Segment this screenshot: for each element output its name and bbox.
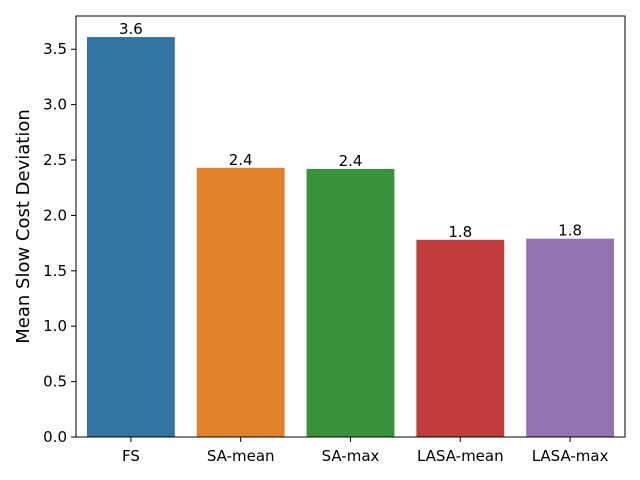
x-tick-label-sa-max: SA-max [322,447,380,465]
x-axis: FS SA-mean SA-max LASA-mean LASA-max [122,437,609,465]
bar-fs [86,37,175,438]
y-axis-title: Mean Slow Cost Deviation [13,109,34,343]
y-tick-label: 0.5 [43,373,67,391]
x-tick-label-lasa-max: LASA-max [532,447,609,465]
bar-sa-mean [196,167,285,437]
y-tick-label: 1.0 [43,317,67,335]
y-tick-label: 3.0 [43,96,67,114]
y-tick-label: 0.0 [43,428,67,446]
data-label-sa-mean: 2.4 [229,151,253,169]
y-tick-label: 2.0 [43,206,67,224]
bar-lasa-mean [416,239,505,437]
x-tick-label-sa-mean: SA-mean [207,447,275,465]
y-tick-label: 1.5 [43,262,67,280]
plot-frame [75,15,626,438]
data-label-lasa-mean: 1.8 [448,223,472,241]
data-label-fs: 3.6 [119,20,143,38]
y-axis: 0.0 0.5 1.0 1.5 2.0 2.5 3.0 3.5 [43,40,76,446]
bar-sa-max [306,168,395,438]
data-labels-group: 3.6 2.4 2.4 1.8 1.8 [119,20,582,241]
bars-group [86,37,615,438]
data-label-lasa-max: 1.8 [558,222,582,240]
x-tick-label-fs: FS [122,447,140,465]
x-tick-label-lasa-mean: LASA-mean [417,447,504,465]
data-label-sa-max: 2.4 [339,152,363,170]
y-tick-label: 2.5 [43,151,67,169]
bar-lasa-max [526,238,615,437]
y-tick-label: 3.5 [43,40,67,58]
